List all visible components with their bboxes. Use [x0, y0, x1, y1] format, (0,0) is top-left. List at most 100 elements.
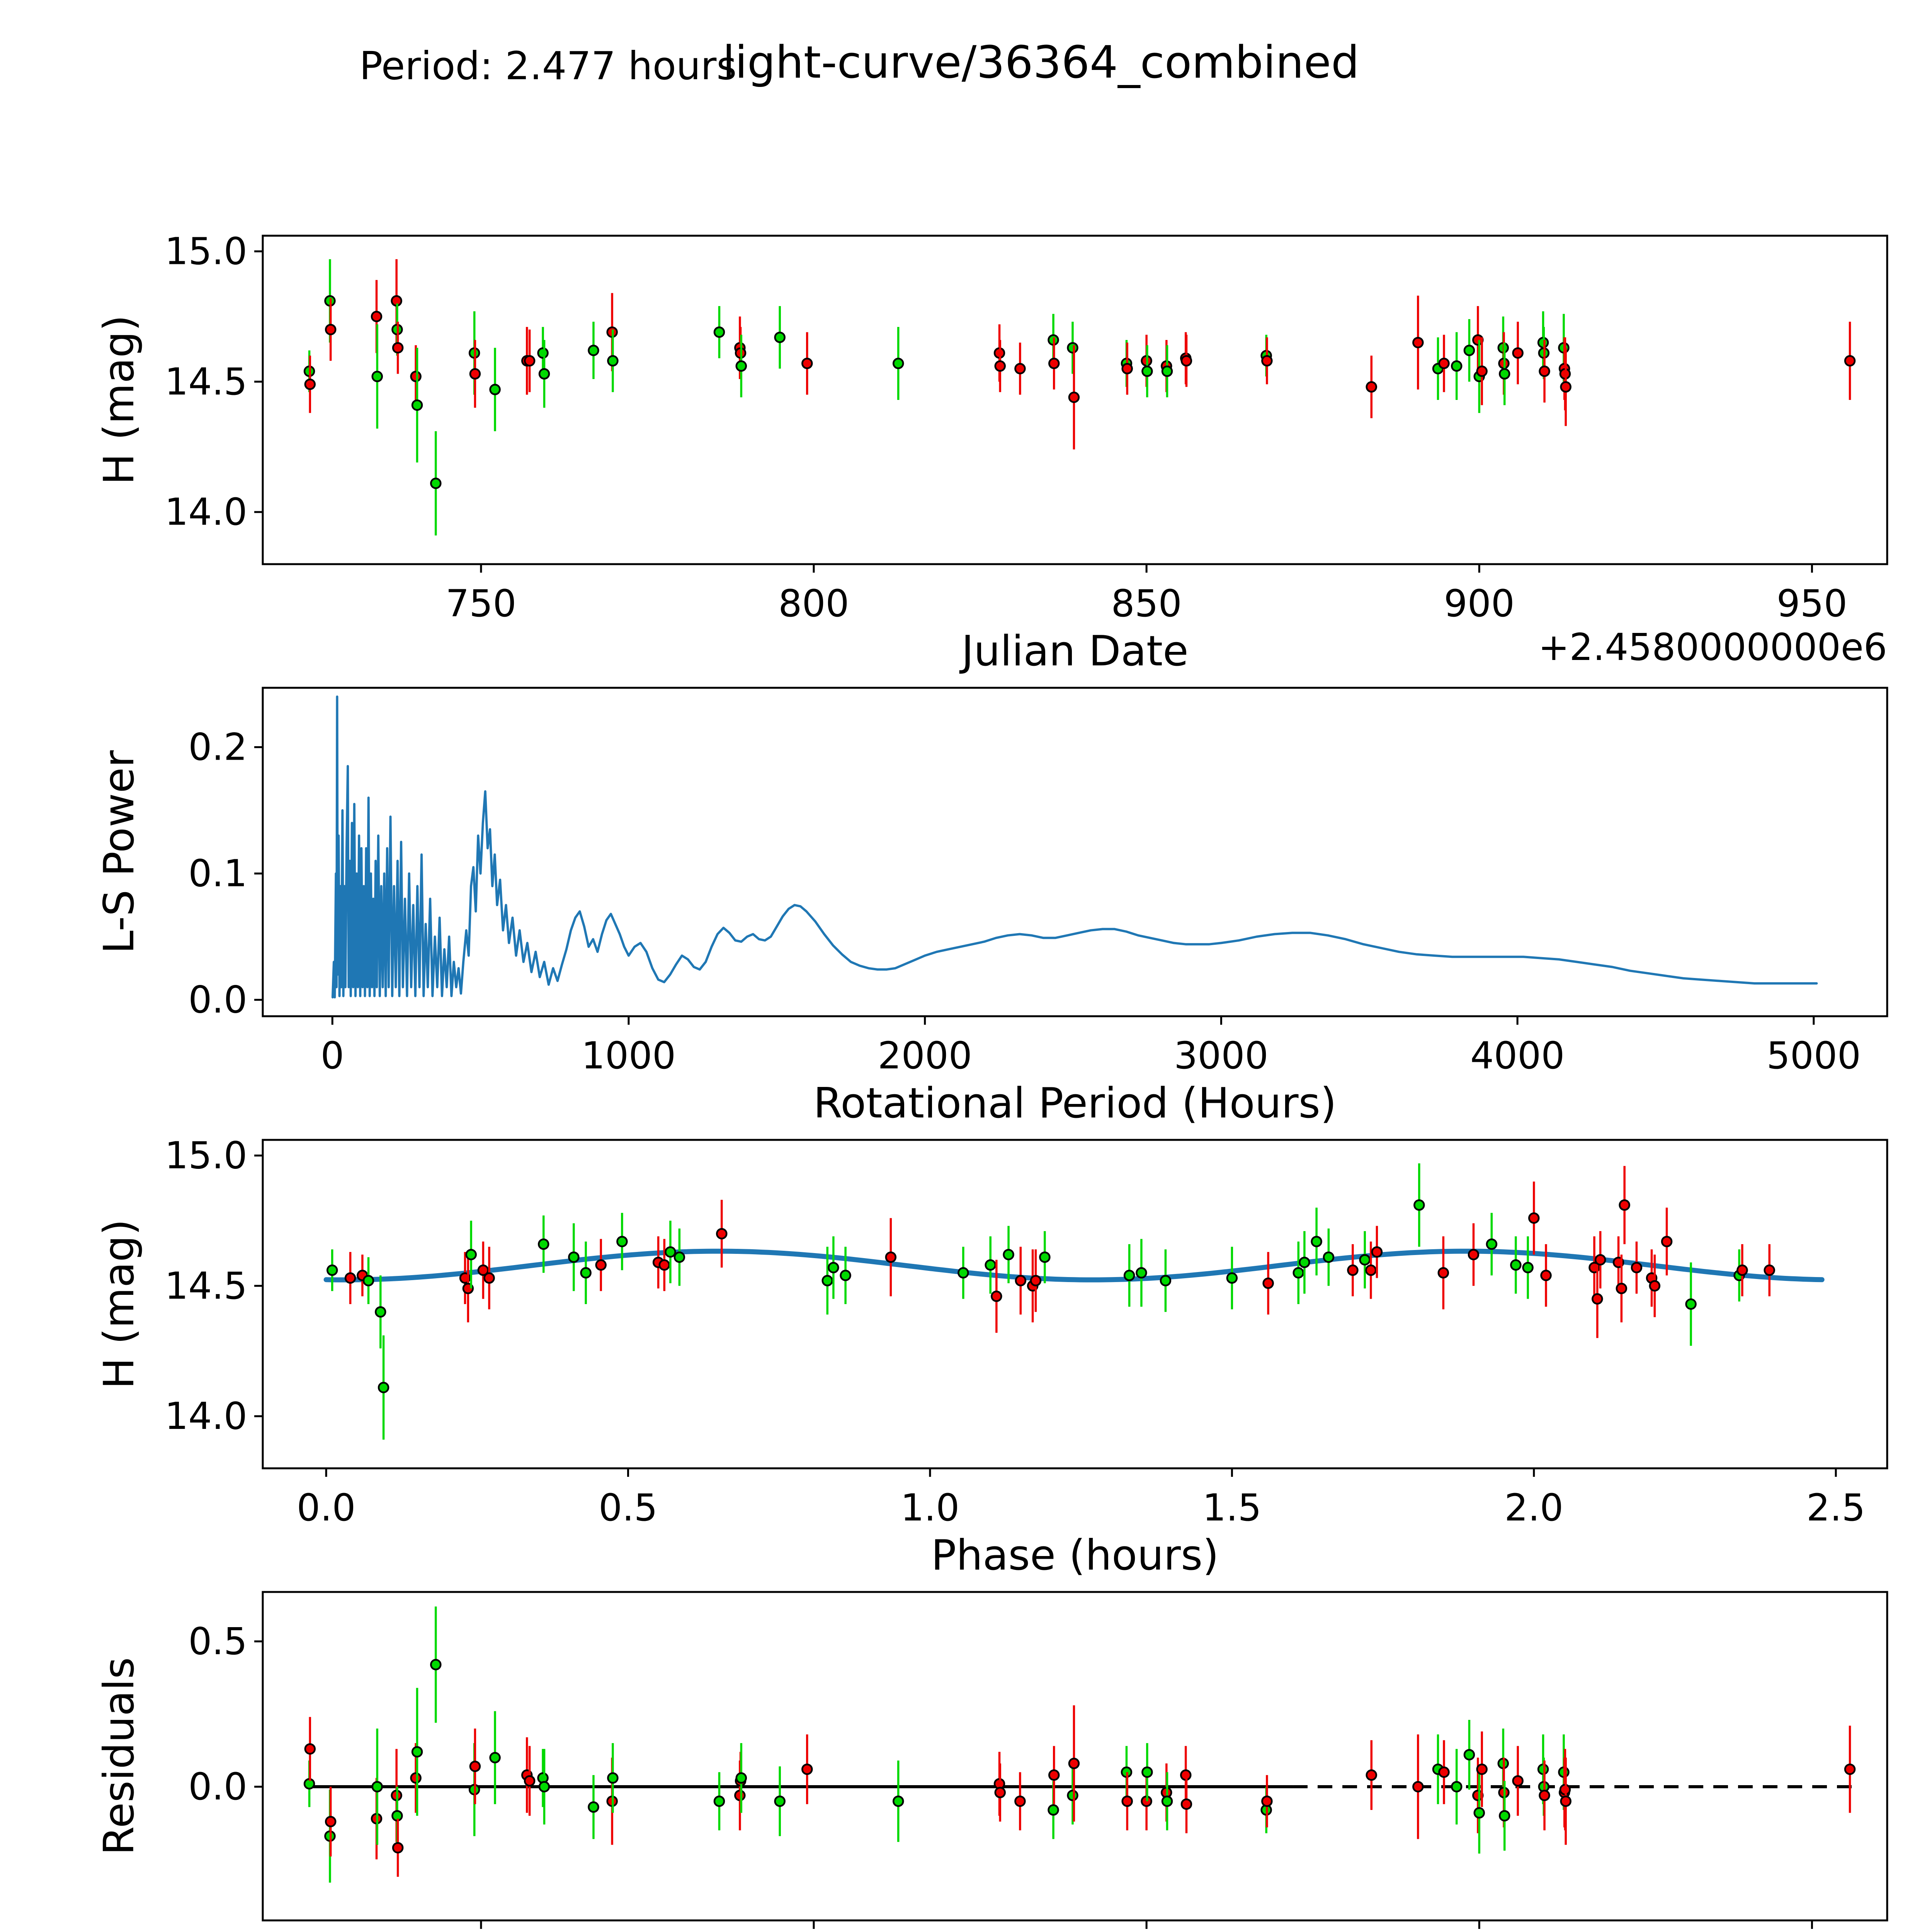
data-point-marker — [1347, 1264, 1359, 1276]
data-point-marker — [828, 1262, 839, 1274]
data-point-marker — [1539, 366, 1550, 377]
tick-or-axis-label: 800 — [778, 582, 849, 625]
tick-or-axis-label: 0 — [321, 1034, 344, 1077]
data-point-marker — [1067, 342, 1078, 354]
data-point-marker — [1068, 391, 1080, 403]
data-point-marker — [1048, 357, 1060, 369]
data-point-marker — [410, 1772, 422, 1784]
data-point-marker — [392, 1842, 404, 1854]
data-point-marker — [1121, 1795, 1133, 1807]
data-point-marker — [489, 1752, 501, 1764]
tick-or-axis-label: Rotational Period (Hours) — [813, 1079, 1337, 1128]
data-point-marker — [1030, 1275, 1042, 1287]
data-point-marker — [411, 1746, 423, 1758]
data-point-marker — [892, 357, 904, 369]
data-point-marker — [378, 1382, 389, 1393]
data-point-marker — [524, 355, 536, 367]
tick-or-axis-label: +2.4580000000e6 — [1538, 626, 1887, 669]
tick-or-axis-label: 0.0 — [297, 1486, 356, 1529]
data-point-marker — [1161, 366, 1173, 377]
data-point-marker — [410, 371, 422, 383]
data-point-marker — [1486, 1238, 1498, 1250]
data-point-marker — [1323, 1251, 1335, 1263]
tick-or-axis-label: 1000 — [582, 1034, 676, 1077]
axes-spines — [262, 1139, 1888, 1469]
data-point-marker — [892, 1795, 904, 1807]
data-point-marker — [430, 1659, 442, 1670]
data-point-marker — [673, 1251, 685, 1263]
data-point-marker — [1736, 1264, 1748, 1276]
tick-or-axis-label: Julian Date — [959, 627, 1188, 675]
data-point-marker — [1560, 381, 1571, 393]
data-point-marker — [411, 399, 423, 411]
data-point-marker — [713, 1795, 725, 1807]
data-point-marker — [801, 357, 813, 369]
data-point-marker — [665, 1246, 676, 1258]
tick-or-axis-label: 5000 — [1767, 1034, 1861, 1077]
tick-or-axis-label: 950 — [1777, 582, 1847, 625]
panel-periodogram-axes: 0 1000 2000 3000 4000 5000 0.0 0.1 0.2 Rotational… — [95, 687, 1888, 1128]
tick-or-axis-label: 900 — [1444, 582, 1515, 625]
data-point-marker — [1161, 1795, 1173, 1807]
panel-jd-lightcurve: 750 800 850 900 950 15.0 14.5 14.0 Julian Date H … — [95, 230, 1888, 675]
data-point-marker — [991, 1291, 1002, 1302]
data-point-marker — [1412, 1781, 1424, 1793]
data-point-marker — [1438, 1766, 1450, 1778]
data-point-marker — [1226, 1272, 1238, 1284]
data-point-marker — [1512, 1775, 1524, 1787]
tick-or-axis-label: 1.0 — [901, 1486, 960, 1529]
data-point-marker — [1649, 1280, 1661, 1292]
panel-residuals-data — [303, 1606, 1859, 1883]
tick-or-axis-label: Phase (hours) — [931, 1531, 1219, 1580]
data-point-marker — [371, 371, 383, 383]
data-point-marker — [1261, 1795, 1273, 1807]
data-point-marker — [1015, 1275, 1027, 1287]
data-point-marker — [344, 1272, 356, 1284]
tick-or-axis-label: 14.0 — [165, 1395, 247, 1438]
data-point-marker — [477, 1264, 489, 1276]
tick-or-axis-label: 0.0 — [188, 1765, 247, 1808]
data-point-marker — [1141, 366, 1153, 377]
data-point-marker — [1067, 1789, 1078, 1801]
tick-or-axis-label: 2000 — [878, 1034, 972, 1077]
tick-or-axis-label: 0.0 — [188, 978, 247, 1022]
tick-or-axis-label: L-S Power — [95, 750, 143, 954]
data-point-marker — [465, 1249, 477, 1260]
data-point-marker — [392, 342, 404, 354]
data-point-marker — [840, 1270, 851, 1281]
tick-or-axis-label: 15.0 — [165, 230, 247, 273]
tick-or-axis-label: 14.5 — [165, 360, 247, 403]
tick-or-axis-label: 2.5 — [1806, 1486, 1866, 1529]
data-point-marker — [1512, 347, 1524, 359]
data-point-marker — [1366, 1769, 1378, 1781]
axes-spines — [262, 1591, 1888, 1922]
data-point-marker — [1616, 1282, 1628, 1294]
data-point-marker — [1262, 1277, 1274, 1289]
data-point-marker — [1528, 1212, 1540, 1224]
data-point-marker — [1468, 1249, 1480, 1260]
data-point-marker — [1451, 1781, 1463, 1793]
data-point-marker — [1522, 1262, 1534, 1274]
data-point-marker — [1014, 1795, 1026, 1807]
tick-or-axis-label: 850 — [1111, 582, 1182, 625]
data-point-marker — [1413, 1199, 1425, 1211]
data-point-marker — [1160, 1275, 1172, 1287]
data-point-marker — [469, 368, 481, 380]
data-point-marker — [1498, 368, 1510, 380]
data-point-marker — [1661, 1236, 1673, 1247]
data-point-marker — [994, 1787, 1006, 1798]
data-point-marker — [568, 1251, 580, 1263]
data-point-marker — [1844, 355, 1856, 367]
data-point-marker — [489, 384, 501, 395]
data-point-marker — [1293, 1267, 1304, 1279]
data-point-marker — [885, 1251, 897, 1263]
data-point-marker — [607, 1772, 619, 1784]
data-point-marker — [304, 1743, 316, 1755]
axes-spines — [262, 687, 1888, 1017]
panel-periodogram-data — [331, 695, 1818, 998]
figure-title: light-curve/36364_combined — [723, 37, 1359, 88]
data-point-marker — [1437, 1267, 1449, 1279]
tick-or-axis-label: 14.0 — [165, 490, 247, 534]
